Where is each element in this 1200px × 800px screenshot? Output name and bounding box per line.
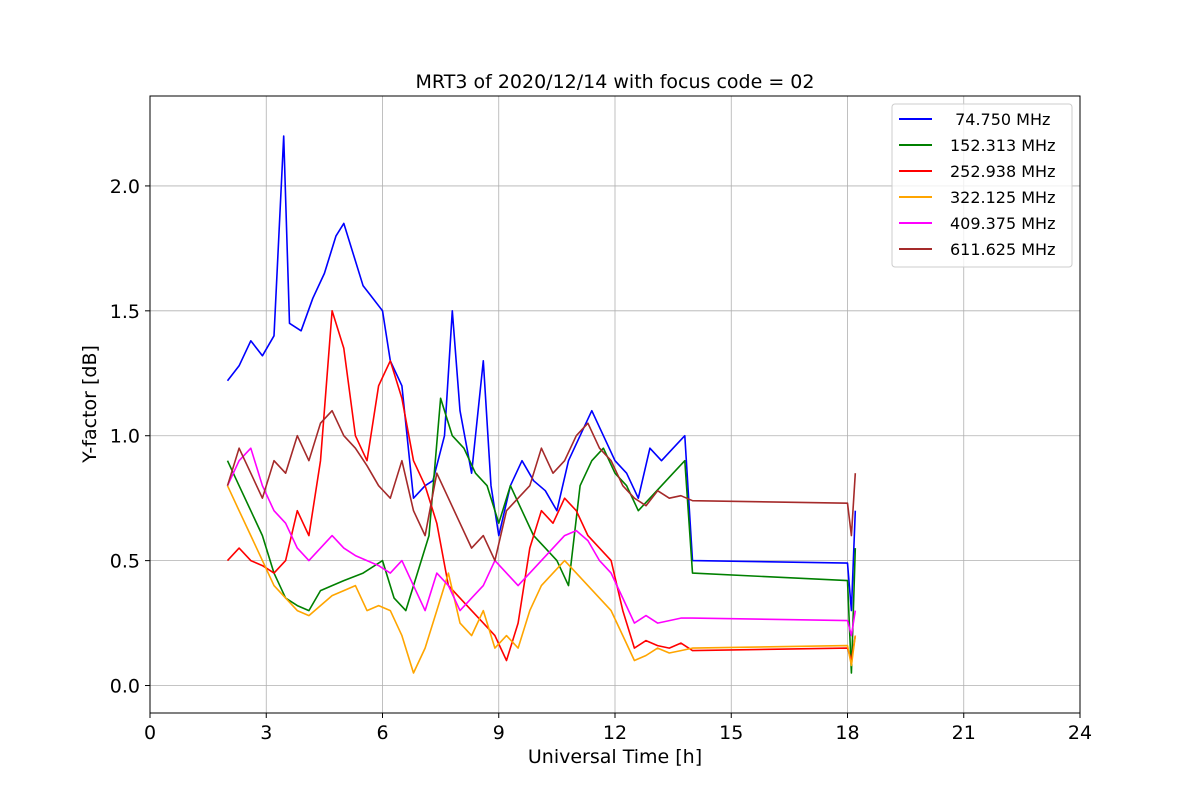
x-tick-label: 9 bbox=[493, 722, 505, 744]
x-tick-label: 21 bbox=[952, 722, 976, 744]
legend-label-5: 409.375 MHz bbox=[950, 214, 1055, 233]
x-axis-ticks: 0 3 6 9 12 15 18 21 24 bbox=[144, 713, 1092, 744]
y-axis-ticks: 0.0 0.5 1.0 1.5 2.0 bbox=[110, 176, 150, 698]
x-axis-label: Universal Time [h] bbox=[528, 746, 702, 768]
y-tick-label: 1.5 bbox=[110, 301, 140, 323]
y-tick-label: 2.0 bbox=[110, 176, 140, 198]
series-line-5 bbox=[226, 447, 857, 637]
series-line-6 bbox=[226, 409, 857, 562]
legend-label-2: 152.313 MHz bbox=[950, 136, 1055, 155]
x-tick-label: 15 bbox=[719, 722, 743, 744]
legend-box bbox=[891, 103, 1073, 268]
series-line-1 bbox=[226, 135, 857, 612]
x-tick-label: 24 bbox=[1068, 722, 1092, 744]
legend-label-6: 611.625 MHz bbox=[950, 240, 1055, 259]
x-tick-label: 3 bbox=[260, 722, 272, 744]
legend-label-1: 74.750 MHz bbox=[950, 110, 1050, 129]
chart-title: MRT3 of 2020/12/14 with focus code = 02 bbox=[416, 71, 815, 93]
y-tick-label: 0.5 bbox=[110, 551, 140, 573]
legend-label-3: 252.938 MHz bbox=[950, 162, 1055, 181]
y-axis-label: Y-factor [dB] bbox=[79, 345, 101, 464]
x-tick-label: 0 bbox=[144, 722, 156, 744]
y-tick-label: 1.0 bbox=[110, 426, 140, 448]
series-line-2 bbox=[226, 397, 857, 674]
legend-label-4: 322.125 MHz bbox=[950, 188, 1055, 207]
x-tick-label: 12 bbox=[603, 722, 627, 744]
legend: 74.750 MHz 152.313 MHz 252.938 MHz 322.125 … bbox=[891, 103, 1073, 268]
series-line-3 bbox=[226, 310, 857, 662]
x-tick-label: 18 bbox=[835, 722, 859, 744]
series-line-4 bbox=[226, 485, 857, 674]
x-tick-label: 6 bbox=[376, 722, 388, 744]
y-tick-label: 0.0 bbox=[110, 676, 140, 698]
series-layer bbox=[226, 135, 857, 674]
